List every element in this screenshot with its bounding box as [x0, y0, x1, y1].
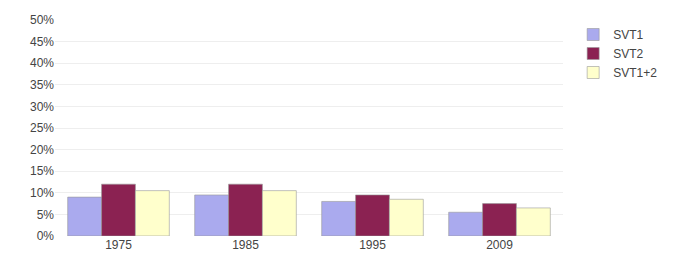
svg-text:20%: 20% [30, 143, 54, 157]
svg-text:10%: 10% [30, 186, 54, 200]
svg-text:25%: 25% [30, 121, 54, 135]
svg-text:35%: 35% [30, 78, 54, 92]
svg-text:40%: 40% [30, 56, 54, 70]
svg-text:15%: 15% [30, 164, 54, 178]
svg-text:0%: 0% [37, 229, 55, 243]
svg-text:2009: 2009 [486, 238, 513, 252]
svg-text:50%: 50% [30, 13, 54, 27]
svg-text:SVT1+2: SVT1+2 [613, 66, 657, 80]
svg-text:SVT2: SVT2 [613, 47, 643, 61]
svg-text:1985: 1985 [232, 238, 259, 252]
svg-text:30%: 30% [30, 100, 54, 114]
svg-text:1975: 1975 [105, 238, 132, 252]
svg-text:45%: 45% [30, 35, 54, 49]
svg-text:5%: 5% [37, 208, 55, 222]
svg-text:SVT1: SVT1 [613, 28, 643, 42]
svg-text:1995: 1995 [359, 238, 386, 252]
